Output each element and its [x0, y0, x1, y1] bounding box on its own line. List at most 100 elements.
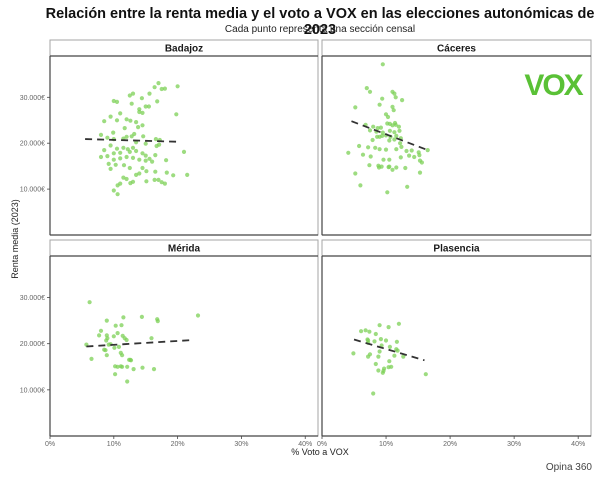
data-point [393, 95, 398, 100]
data-point [367, 163, 372, 168]
x-tick-label: 10% [107, 441, 121, 448]
data-point [114, 146, 120, 151]
x-axis-label: % Voto a VOX [291, 447, 349, 457]
data-point [111, 334, 116, 339]
data-point [140, 123, 145, 128]
data-point [155, 99, 160, 104]
data-point [357, 143, 362, 149]
data-point [121, 175, 126, 180]
data-point [134, 120, 139, 125]
data-point [394, 165, 399, 170]
data-point [147, 91, 152, 96]
data-point [162, 86, 167, 91]
data-point [118, 150, 123, 155]
data-point [124, 154, 129, 160]
data-point [380, 370, 385, 375]
data-point [130, 91, 136, 96]
data-point [386, 325, 391, 330]
x-tick-label: 40% [298, 441, 312, 448]
data-point [105, 135, 110, 140]
data-point [373, 145, 378, 150]
data-point [412, 154, 417, 160]
data-point [391, 108, 396, 113]
y-tick-label: 20.000€ [20, 141, 45, 148]
data-point [104, 338, 109, 343]
data-point [119, 323, 124, 328]
data-point [112, 345, 117, 350]
data-point [425, 148, 430, 153]
data-point [149, 336, 154, 341]
data-point [400, 98, 405, 103]
data-point [390, 104, 395, 109]
data-point [376, 354, 381, 359]
data-point [129, 101, 134, 106]
data-point [417, 153, 422, 158]
y-tick-label: 20.000€ [20, 341, 45, 348]
data-point [156, 81, 161, 86]
data-point [130, 179, 136, 184]
data-point [393, 122, 398, 127]
data-point [108, 114, 113, 119]
trend-line [353, 338, 425, 362]
data-point [377, 349, 382, 354]
data-point [140, 110, 145, 115]
data-point [380, 96, 385, 101]
data-point [164, 158, 169, 163]
data-point [150, 159, 155, 164]
data-point [111, 130, 116, 135]
data-point [111, 157, 116, 162]
data-point [105, 154, 110, 159]
data-point [136, 125, 141, 130]
data-point [358, 183, 363, 188]
data-point [371, 391, 376, 396]
data-point [385, 121, 390, 126]
data-point [124, 337, 129, 343]
data-point [143, 153, 148, 158]
data-point [164, 170, 169, 175]
data-point [375, 126, 380, 131]
data-point [157, 142, 162, 147]
data-point [387, 344, 392, 349]
data-point [423, 372, 428, 377]
data-point [405, 184, 410, 189]
data-point [124, 117, 129, 122]
data-point [381, 157, 386, 162]
data-point [134, 172, 139, 177]
data-point [397, 128, 402, 133]
data-point [127, 93, 132, 98]
data-point [181, 149, 187, 154]
data-point [380, 133, 385, 138]
data-point [376, 368, 381, 373]
data-point [106, 161, 111, 166]
data-point [147, 156, 152, 161]
data-point [392, 353, 397, 358]
data-point [377, 323, 382, 328]
data-point [390, 167, 395, 172]
facet-strip-label: Mérida [168, 244, 201, 255]
data-point [111, 151, 116, 156]
data-point [383, 147, 389, 152]
data-point [141, 134, 146, 139]
trend-line [86, 339, 194, 348]
data-point [159, 180, 164, 185]
facet-mrida: Mérida 10.000€ 20.000€ 30.000€ 0% 10% 20% 30% 40… [20, 239, 319, 448]
data-point [98, 154, 104, 160]
y-tick-label: 30.000€ [20, 295, 45, 302]
data-point [359, 329, 364, 334]
data-point [151, 367, 157, 372]
data-point [175, 84, 180, 89]
data-point [127, 165, 132, 171]
data-point [407, 153, 412, 158]
data-point [140, 151, 145, 156]
data-point [367, 128, 373, 133]
data-point [156, 177, 161, 182]
data-point [143, 158, 148, 163]
data-point [152, 85, 157, 90]
data-point [102, 148, 107, 153]
data-point [137, 171, 142, 176]
data-point [111, 98, 116, 104]
data-point [108, 166, 113, 171]
data-point [131, 367, 136, 372]
data-point [387, 359, 392, 364]
data-point [130, 145, 136, 150]
